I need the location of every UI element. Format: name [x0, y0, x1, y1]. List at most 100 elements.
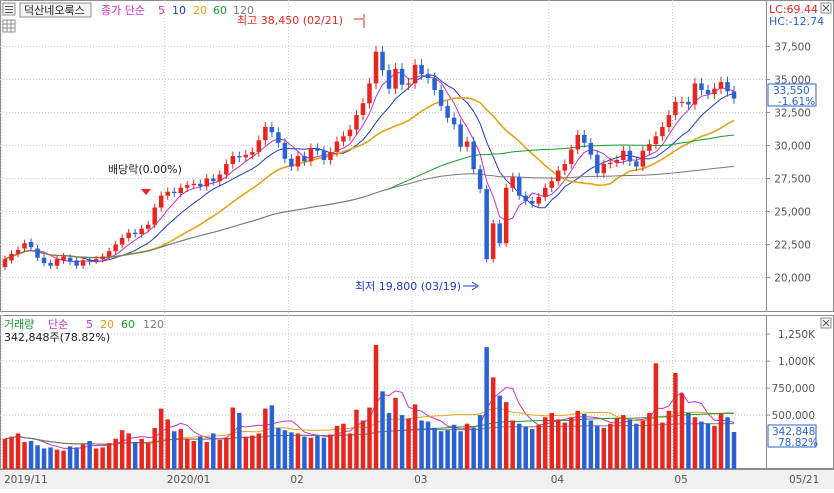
- dividend-marker: [141, 189, 151, 195]
- stock-name-box[interactable]: [19, 2, 92, 18]
- chart-menu-icon[interactable]: [2, 2, 16, 16]
- volume-bar: [425, 421, 431, 469]
- candle-body: [471, 141, 476, 170]
- candle-body: [217, 174, 223, 182]
- volume-bar: [250, 435, 255, 469]
- dividend-annotation: 배당락(0.00%): [108, 163, 182, 176]
- volume-axis: 500,000 750,000 1,000K 1,250K: [766, 329, 816, 422]
- candle-body: [503, 187, 509, 244]
- candle-body: [549, 181, 554, 188]
- candle-body: [328, 152, 333, 161]
- volume-bar: [399, 415, 405, 469]
- candle-body: [152, 207, 157, 225]
- volume-bar: [412, 404, 418, 469]
- price-axis: 20,000 22,500 25,000 27,500 30,000 32,500 35,0…: [766, 41, 811, 285]
- x-tick-label: 2019/11: [4, 474, 48, 486]
- candle-body: [269, 126, 275, 133]
- volume-bar: [666, 410, 672, 469]
- volume-bar: [178, 429, 183, 469]
- candle-body: [686, 101, 691, 105]
- candle-body: [276, 132, 281, 143]
- volume-bar: [464, 423, 470, 469]
- volume-bar: [451, 424, 457, 469]
- candle-body: [360, 103, 366, 116]
- volume-bar: [185, 438, 190, 469]
- volume-bar: [686, 412, 691, 469]
- volume-bar: [529, 429, 535, 469]
- volume-bar: [204, 442, 210, 469]
- volume-bar: [113, 438, 118, 469]
- volume-bar: [289, 432, 294, 469]
- volume-bar: [28, 440, 34, 469]
- volume-bar: [588, 420, 594, 469]
- volume-tick-label: 1,250K: [778, 329, 816, 341]
- volume-bar: [419, 420, 424, 469]
- candle-body: [87, 260, 92, 262]
- vol-legend-ma60: 60: [121, 318, 135, 331]
- volume-bar: [634, 423, 639, 469]
- candle-body: [588, 142, 594, 155]
- candle-body: [315, 148, 320, 151]
- volume-bar: [510, 420, 515, 469]
- grid-toggle-icon[interactable]: [2, 19, 16, 33]
- low-marker-arrow: [463, 281, 479, 291]
- volume-value-text: 342,848주(78.82%): [4, 331, 110, 344]
- candle-body: [67, 257, 73, 262]
- candle-body: [224, 163, 229, 175]
- volume-bar: [22, 442, 27, 469]
- volume-bar: [87, 440, 92, 469]
- candle-body: [106, 251, 112, 257]
- grid-lines: [0, 0, 766, 469]
- price-tick-label: 20,000: [774, 273, 811, 285]
- volume-close-icon[interactable]: [820, 317, 832, 329]
- volume-bar: [692, 417, 698, 469]
- candle-body: [28, 241, 34, 248]
- volume-bar: [80, 444, 86, 469]
- volume-bar: [67, 446, 73, 469]
- candle-body: [699, 83, 704, 91]
- lc-label: LC:69.44: [769, 3, 818, 16]
- candle-body: [666, 115, 672, 127]
- candle-body: [347, 129, 353, 137]
- volume-bar: [100, 447, 105, 469]
- candle-body: [432, 78, 437, 91]
- volume-bar: [360, 420, 366, 469]
- candle-body: [113, 244, 118, 252]
- candle-body: [673, 101, 678, 116]
- candle-body: [627, 150, 633, 162]
- volume-bar: [725, 417, 730, 469]
- candle-body: [393, 68, 398, 89]
- volume-bar: [471, 428, 476, 469]
- candle-body: [354, 115, 359, 130]
- candle-body: [198, 183, 203, 187]
- volume-bar: [276, 428, 281, 469]
- volume-bar: [386, 412, 392, 469]
- vol-legend-ma5: 5: [86, 318, 93, 331]
- candle-body: [139, 228, 144, 234]
- volume-bar: [282, 430, 288, 469]
- candle-body: [601, 163, 607, 174]
- x-tick-label: 05: [674, 474, 687, 486]
- volume-bar: [41, 448, 47, 469]
- candle-body: [367, 83, 372, 104]
- close-panel-icon[interactable]: [820, 2, 832, 14]
- volume-bar: [640, 420, 646, 469]
- volume-bar: [699, 421, 704, 469]
- candle-body: [185, 185, 190, 188]
- candle-body: [406, 83, 411, 85]
- x-tick-label: 04: [551, 474, 565, 486]
- volume-bar: [542, 417, 548, 469]
- volume-bar: [9, 436, 14, 469]
- legend-ma10: 10: [172, 4, 186, 17]
- stock-name: 덕산네오룩스: [24, 4, 85, 17]
- candle-body: [158, 195, 164, 208]
- volume-bar: [145, 443, 151, 469]
- volume-bar: [477, 415, 483, 469]
- candle-body: [145, 224, 151, 229]
- candle-body: [490, 223, 496, 260]
- candle-body: [256, 140, 262, 153]
- candle-body: [22, 243, 27, 249]
- x-tick-label: 2020/01: [167, 474, 211, 486]
- volume-bar: [614, 418, 620, 469]
